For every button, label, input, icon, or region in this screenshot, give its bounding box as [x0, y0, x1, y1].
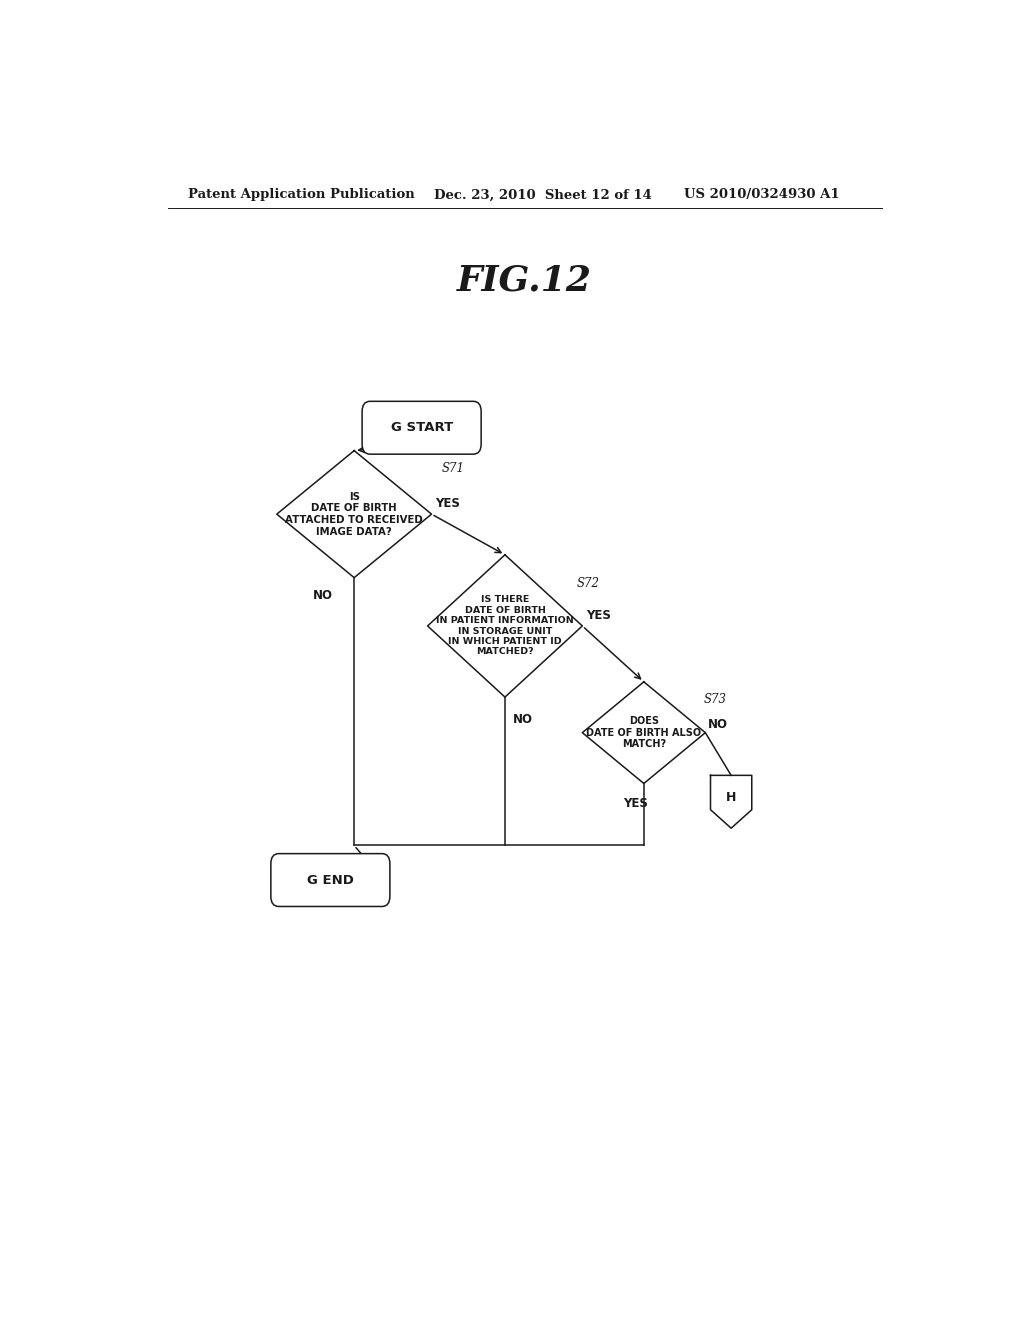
- Text: NO: NO: [312, 590, 333, 602]
- FancyBboxPatch shape: [270, 854, 390, 907]
- Text: G END: G END: [307, 874, 354, 887]
- FancyBboxPatch shape: [362, 401, 481, 454]
- Text: H: H: [726, 791, 736, 804]
- Text: DOES
DATE OF BIRTH ALSO
MATCH?: DOES DATE OF BIRTH ALSO MATCH?: [587, 715, 701, 750]
- Text: G START: G START: [390, 421, 453, 434]
- Text: YES: YES: [587, 610, 611, 622]
- Text: IS THERE
DATE OF BIRTH
IN PATIENT INFORMATION
IN STORAGE UNIT
IN WHICH PATIENT I: IS THERE DATE OF BIRTH IN PATIENT INFORM…: [436, 595, 573, 656]
- Text: Dec. 23, 2010  Sheet 12 of 14: Dec. 23, 2010 Sheet 12 of 14: [433, 189, 651, 202]
- Text: US 2010/0324930 A1: US 2010/0324930 A1: [684, 189, 839, 202]
- Text: S72: S72: [577, 577, 599, 590]
- Text: S71: S71: [441, 462, 465, 475]
- Text: NO: NO: [513, 713, 532, 726]
- Text: YES: YES: [624, 797, 648, 810]
- Text: IS
DATE OF BIRTH
ATTACHED TO RECEIVED
IMAGE DATA?: IS DATE OF BIRTH ATTACHED TO RECEIVED IM…: [286, 492, 423, 536]
- Text: Patent Application Publication: Patent Application Publication: [187, 189, 415, 202]
- Text: FIG.12: FIG.12: [458, 264, 592, 297]
- Text: YES: YES: [435, 498, 461, 511]
- Text: S73: S73: [705, 693, 727, 706]
- Text: NO: NO: [708, 718, 728, 731]
